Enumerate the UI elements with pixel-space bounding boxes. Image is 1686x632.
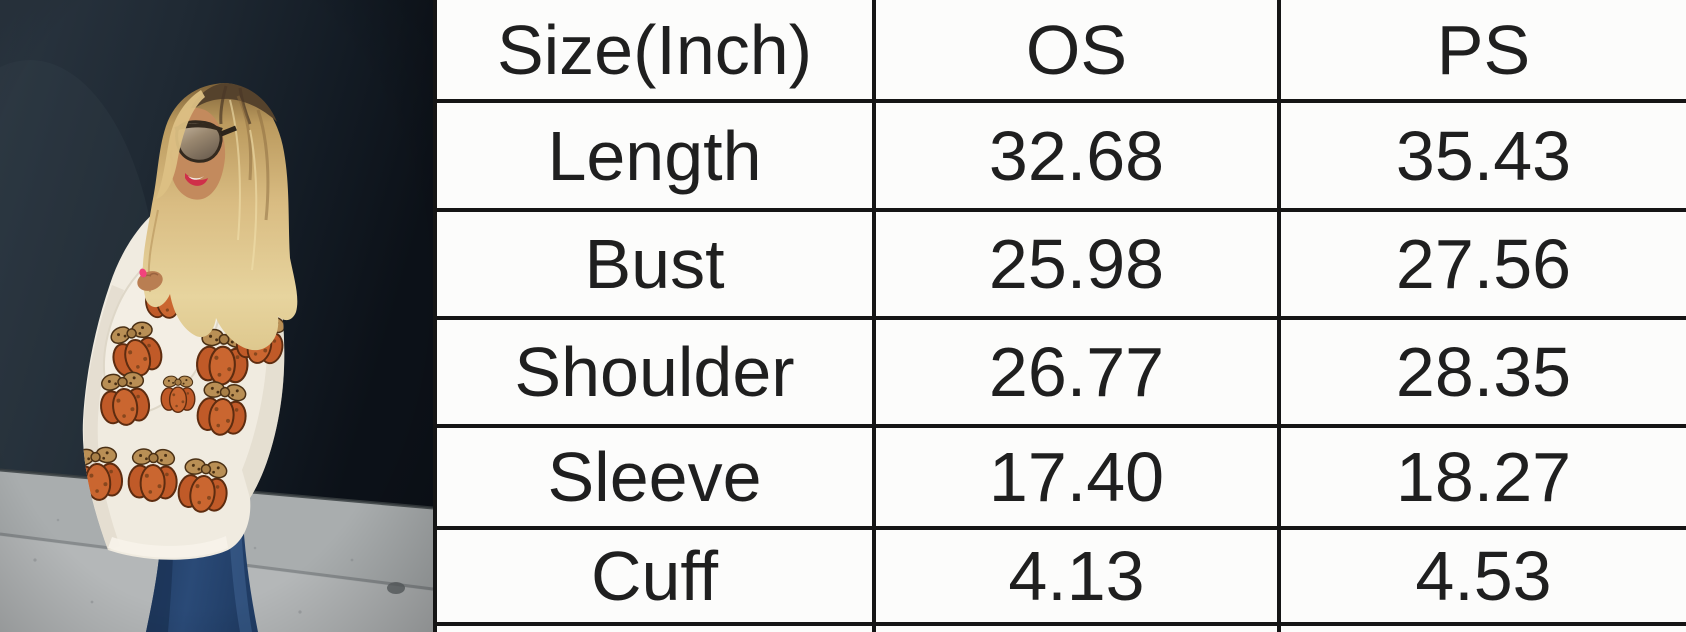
empty-cell xyxy=(1281,626,1686,632)
value-os: 32.68 xyxy=(876,103,1281,208)
value-os: 26.77 xyxy=(876,320,1281,424)
row-label: Sleeve xyxy=(437,428,876,526)
value-os: 17.40 xyxy=(876,428,1281,526)
table-row-cuff: Cuff 4.13 4.53 xyxy=(437,530,1686,626)
header-cell-os: OS xyxy=(876,0,1281,99)
table-row-bust: Bust 25.98 27.56 xyxy=(437,212,1686,320)
table-header-row: Size(Inch) OS PS xyxy=(437,0,1686,103)
product-photo xyxy=(0,0,433,632)
table-row-length: Length 32.68 35.43 xyxy=(437,103,1686,212)
value-ps: 18.27 xyxy=(1395,438,1572,516)
row-label: Shoulder xyxy=(437,320,876,424)
value-ps: 28.35 xyxy=(1395,333,1572,411)
value-ps: 27.56 xyxy=(1395,225,1572,303)
value-ps: 35.43 xyxy=(1395,116,1572,195)
size-chart-table: Size(Inch) OS PS Length 32.68 35.43 Bust… xyxy=(433,0,1686,632)
value-os: 4.13 xyxy=(876,530,1281,622)
row-label: Length xyxy=(437,103,876,208)
empty-cell xyxy=(437,626,876,632)
empty-cell xyxy=(876,626,1281,632)
value-ps: 4.53 xyxy=(1415,537,1552,615)
header-cell-ps: PS xyxy=(1436,10,1531,89)
row-label: Cuff xyxy=(437,530,876,622)
row-label: Bust xyxy=(437,212,876,316)
table-partial-row xyxy=(437,626,1686,632)
table-row-sleeve: Sleeve 17.40 18.27 xyxy=(437,428,1686,530)
value-os: 25.98 xyxy=(876,212,1281,316)
photo-vignette xyxy=(0,0,433,632)
product-photo-illustration xyxy=(0,0,433,632)
header-cell-size: Size(Inch) xyxy=(437,0,876,99)
table-row-shoulder: Shoulder 26.77 28.35 xyxy=(437,320,1686,428)
